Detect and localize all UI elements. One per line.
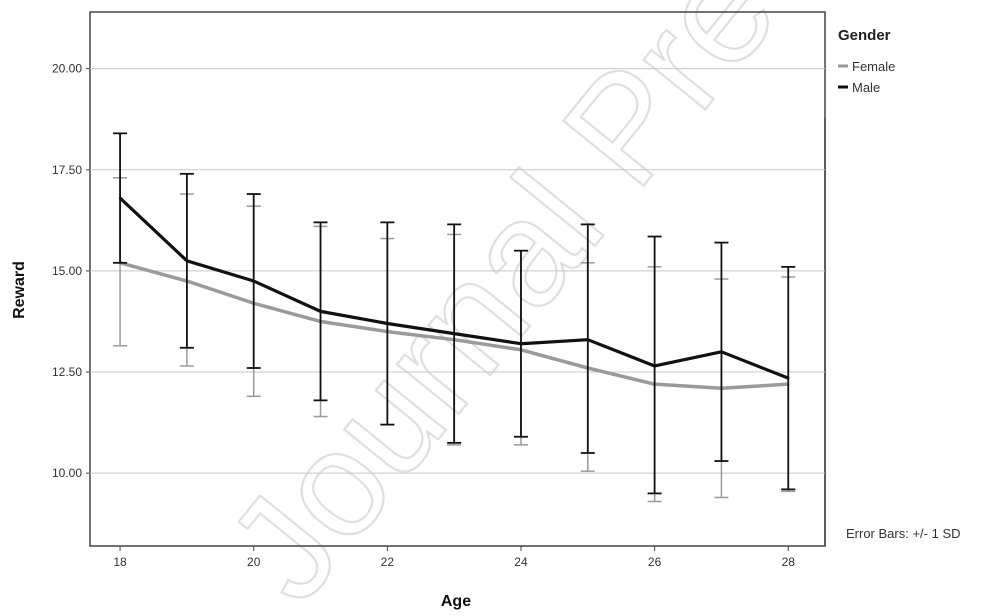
x-tick-label: 20 <box>247 555 261 569</box>
y-tick-label: 17.50 <box>52 163 82 177</box>
x-axis-ticks: 18 20 22 24 26 28 <box>113 546 795 569</box>
legend-title: Gender <box>838 27 891 44</box>
x-tick-label: 26 <box>648 555 662 569</box>
gridlines <box>90 68 825 474</box>
series-male <box>113 132 796 495</box>
y-tick-label: 20.00 <box>52 62 82 76</box>
error-bars-note: Error Bars: +/- 1 SD <box>846 526 961 541</box>
x-tick-label: 22 <box>381 555 395 569</box>
data-point-male <box>252 279 255 283</box>
y-tick-label: 15.00 <box>52 264 82 278</box>
y-tick-label: 10.00 <box>52 466 82 480</box>
data-point-male <box>319 310 322 313</box>
data-point-male <box>118 196 122 200</box>
x-tick-label: 28 <box>782 555 796 569</box>
legend-label-male: Male <box>852 80 880 95</box>
data-point-male <box>519 342 523 345</box>
y-axis-ticks: 10.00 12.50 15.00 17.50 20.00 <box>52 62 90 480</box>
x-tick-label: 24 <box>514 555 528 569</box>
data-point-male <box>653 364 656 368</box>
y-tick-label: 12.50 <box>52 365 82 379</box>
legend: Gender Female Male <box>838 27 895 95</box>
x-axis-title: Age <box>441 593 471 610</box>
data-point-male <box>787 376 790 380</box>
series-layer <box>113 132 796 503</box>
data-point-male <box>452 332 456 335</box>
data-point-male <box>185 259 189 262</box>
data-point-male <box>386 322 389 325</box>
legend-label-female: Female <box>852 59 895 74</box>
data-point-male <box>720 350 723 354</box>
x-tick-label: 18 <box>113 555 127 569</box>
data-point-male <box>586 338 589 341</box>
y-axis-title: Reward <box>11 261 28 319</box>
